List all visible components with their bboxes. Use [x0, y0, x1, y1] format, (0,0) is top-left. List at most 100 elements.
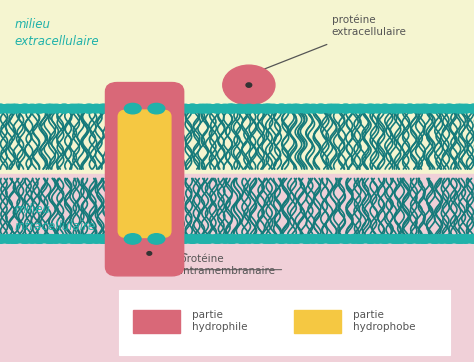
- Ellipse shape: [290, 235, 305, 243]
- Ellipse shape: [33, 235, 48, 243]
- Ellipse shape: [17, 104, 32, 113]
- Ellipse shape: [290, 104, 305, 113]
- Ellipse shape: [233, 235, 248, 243]
- Ellipse shape: [236, 104, 251, 113]
- Ellipse shape: [69, 104, 84, 113]
- Ellipse shape: [65, 235, 80, 243]
- Ellipse shape: [0, 235, 16, 243]
- Ellipse shape: [338, 235, 354, 243]
- Ellipse shape: [338, 104, 354, 113]
- Ellipse shape: [197, 235, 212, 243]
- Ellipse shape: [390, 235, 405, 243]
- Ellipse shape: [56, 235, 72, 243]
- Ellipse shape: [314, 235, 329, 243]
- Ellipse shape: [378, 235, 393, 243]
- Ellipse shape: [306, 235, 321, 243]
- Ellipse shape: [322, 235, 337, 243]
- Ellipse shape: [257, 104, 273, 113]
- Ellipse shape: [218, 235, 233, 243]
- Ellipse shape: [0, 104, 8, 113]
- Ellipse shape: [402, 235, 418, 243]
- Ellipse shape: [218, 104, 233, 113]
- Ellipse shape: [330, 235, 345, 243]
- Ellipse shape: [262, 104, 277, 113]
- Ellipse shape: [458, 104, 474, 113]
- Ellipse shape: [0, 104, 8, 113]
- Ellipse shape: [177, 235, 192, 243]
- Ellipse shape: [177, 104, 192, 113]
- Ellipse shape: [25, 235, 40, 243]
- Ellipse shape: [434, 235, 449, 243]
- Ellipse shape: [458, 235, 474, 243]
- Ellipse shape: [49, 104, 64, 113]
- Ellipse shape: [426, 235, 441, 243]
- Ellipse shape: [313, 104, 328, 113]
- Ellipse shape: [418, 235, 433, 243]
- Ellipse shape: [223, 235, 238, 243]
- FancyBboxPatch shape: [105, 83, 184, 276]
- Ellipse shape: [18, 104, 33, 113]
- Ellipse shape: [338, 235, 353, 243]
- Ellipse shape: [184, 235, 200, 243]
- Ellipse shape: [274, 104, 290, 113]
- Ellipse shape: [354, 235, 369, 243]
- Ellipse shape: [9, 104, 24, 113]
- Ellipse shape: [370, 235, 385, 243]
- Ellipse shape: [298, 104, 313, 113]
- Ellipse shape: [326, 104, 341, 113]
- Ellipse shape: [49, 235, 64, 243]
- Ellipse shape: [31, 235, 46, 243]
- Circle shape: [223, 65, 275, 105]
- Ellipse shape: [434, 104, 449, 113]
- Ellipse shape: [273, 104, 289, 113]
- Ellipse shape: [454, 235, 469, 243]
- Ellipse shape: [222, 104, 237, 113]
- Ellipse shape: [249, 104, 264, 113]
- Ellipse shape: [287, 104, 302, 113]
- Bar: [0, 174, 474, 362]
- Ellipse shape: [287, 235, 302, 243]
- Ellipse shape: [95, 235, 110, 243]
- Ellipse shape: [89, 104, 104, 113]
- Ellipse shape: [97, 104, 112, 113]
- Ellipse shape: [197, 104, 212, 113]
- Bar: [0, 0, 474, 174]
- Ellipse shape: [441, 235, 456, 243]
- Ellipse shape: [466, 104, 474, 113]
- Ellipse shape: [5, 235, 20, 243]
- Ellipse shape: [257, 235, 273, 243]
- Ellipse shape: [185, 235, 201, 243]
- Ellipse shape: [338, 104, 353, 113]
- Ellipse shape: [89, 235, 104, 243]
- Ellipse shape: [306, 104, 321, 113]
- Ellipse shape: [330, 104, 345, 113]
- Ellipse shape: [415, 235, 430, 243]
- Ellipse shape: [226, 235, 241, 243]
- Ellipse shape: [18, 235, 33, 243]
- Ellipse shape: [0, 235, 8, 243]
- Ellipse shape: [44, 104, 59, 113]
- Ellipse shape: [364, 235, 379, 243]
- Ellipse shape: [236, 235, 251, 243]
- Ellipse shape: [249, 235, 264, 243]
- Bar: [118, 290, 450, 355]
- Ellipse shape: [282, 235, 297, 243]
- Ellipse shape: [441, 104, 456, 113]
- Bar: [294, 310, 341, 333]
- Ellipse shape: [390, 104, 405, 113]
- Ellipse shape: [426, 104, 441, 113]
- Ellipse shape: [273, 235, 289, 243]
- Ellipse shape: [65, 104, 80, 113]
- Ellipse shape: [57, 104, 72, 113]
- Ellipse shape: [201, 104, 217, 113]
- Ellipse shape: [378, 104, 393, 113]
- Ellipse shape: [97, 235, 112, 243]
- Ellipse shape: [442, 235, 457, 243]
- Ellipse shape: [0, 235, 8, 243]
- Ellipse shape: [249, 235, 264, 243]
- Ellipse shape: [402, 235, 417, 243]
- Ellipse shape: [81, 104, 96, 113]
- Ellipse shape: [82, 235, 97, 243]
- Ellipse shape: [148, 234, 165, 244]
- Ellipse shape: [322, 104, 337, 113]
